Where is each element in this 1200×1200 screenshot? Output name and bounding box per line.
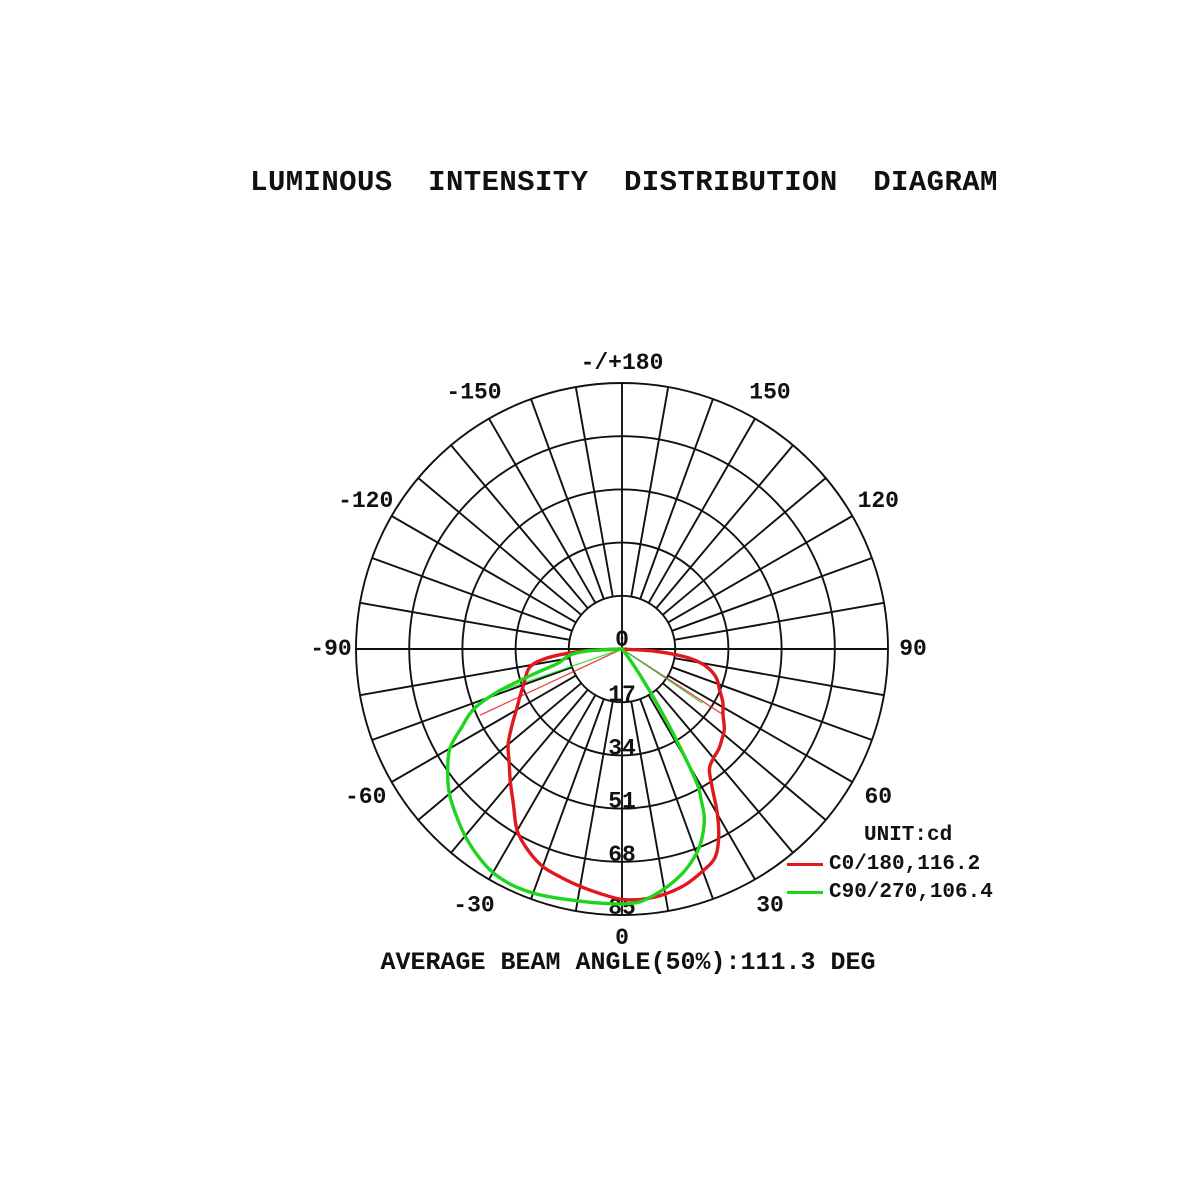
ring-label-68: 68: [608, 842, 636, 868]
grid-spoke-30: [647, 694, 756, 880]
angle-label--60: -60: [345, 784, 386, 810]
legend-label-c90: C90/270,106.4: [829, 881, 993, 904]
angle-label-60: 60: [864, 784, 892, 810]
legend-swatch-c0-icon: [787, 862, 823, 867]
legend-unit-label: UNIT:cd: [864, 824, 953, 847]
angle-label--90: -90: [310, 636, 351, 662]
angle-label-150: 150: [749, 380, 790, 406]
angle-label-30: 30: [756, 892, 784, 918]
beam-ray-c90270-right: [621, 648, 703, 704]
grid-spoke-190: [574, 386, 614, 597]
legend-entry-c90: C90/270,106.4: [787, 881, 993, 904]
legend-entry-c0: C0/180,116.2: [787, 853, 980, 876]
legend-swatch-c90-icon: [787, 890, 823, 895]
grid-spoke-80: [674, 657, 885, 697]
grid-spoke-200: [530, 398, 605, 600]
ring-label-34: 34: [608, 735, 636, 761]
grid-spoke-170: [630, 386, 670, 597]
grid-spoke-230: [417, 477, 582, 616]
ring-label-17: 17: [608, 682, 636, 708]
angle-label-0: 0: [615, 925, 629, 951]
angle-label-120: 120: [858, 488, 899, 514]
grid-spoke-330: [488, 694, 597, 880]
beam-ray-c0180-left: [479, 648, 623, 716]
angle-label-90: 90: [899, 636, 927, 662]
grid-spoke-320: [450, 689, 589, 854]
grid-spoke-220: [450, 444, 589, 609]
angle-label--120: -120: [338, 488, 393, 514]
grid-spoke-250: [371, 557, 573, 632]
grid-spoke-290: [371, 666, 573, 741]
grid-spoke-240: [391, 515, 577, 624]
angle-label--150: -150: [446, 380, 501, 406]
angle-label-180: -/+180: [581, 350, 664, 376]
grid-spoke-20: [639, 698, 714, 900]
curve-c90270: [445, 647, 707, 906]
grid-spoke-10: [630, 701, 670, 912]
diagram-title: LUMINOUS INTENSITY DISTRIBUTION DIAGRAM: [250, 166, 998, 199]
legend-label-c0: C0/180,116.2: [829, 853, 981, 876]
grid-spoke-280: [359, 657, 570, 697]
grid-spoke-120: [667, 515, 853, 624]
grid-spoke-210: [488, 418, 597, 604]
grid-spoke-100: [674, 601, 885, 641]
grid-spoke-340: [530, 698, 605, 900]
angle-label--30: -30: [453, 892, 494, 918]
grid-spoke-150: [647, 418, 756, 604]
grid-spoke-160: [639, 398, 714, 600]
grid-spoke-50: [662, 682, 827, 821]
grid-spoke-310: [417, 682, 582, 821]
grid-spoke-40: [655, 689, 794, 854]
grid-spoke-130: [662, 477, 827, 616]
ring-label-51: 51: [608, 789, 636, 815]
average-beam-angle-text: AVERAGE BEAM ANGLE(50%):111.3 DEG: [380, 948, 876, 977]
grid-spoke-70: [671, 666, 873, 741]
grid-spoke-140: [655, 444, 794, 609]
grid-spoke-110: [671, 557, 873, 632]
ring-label-0: 0: [615, 627, 629, 653]
grid-spoke-260: [359, 601, 570, 641]
grid-spoke-350: [574, 701, 614, 912]
grid-spoke-60: [667, 674, 853, 783]
beam-ray-c90270-left: [494, 648, 623, 694]
grid-spoke-300: [391, 674, 577, 783]
